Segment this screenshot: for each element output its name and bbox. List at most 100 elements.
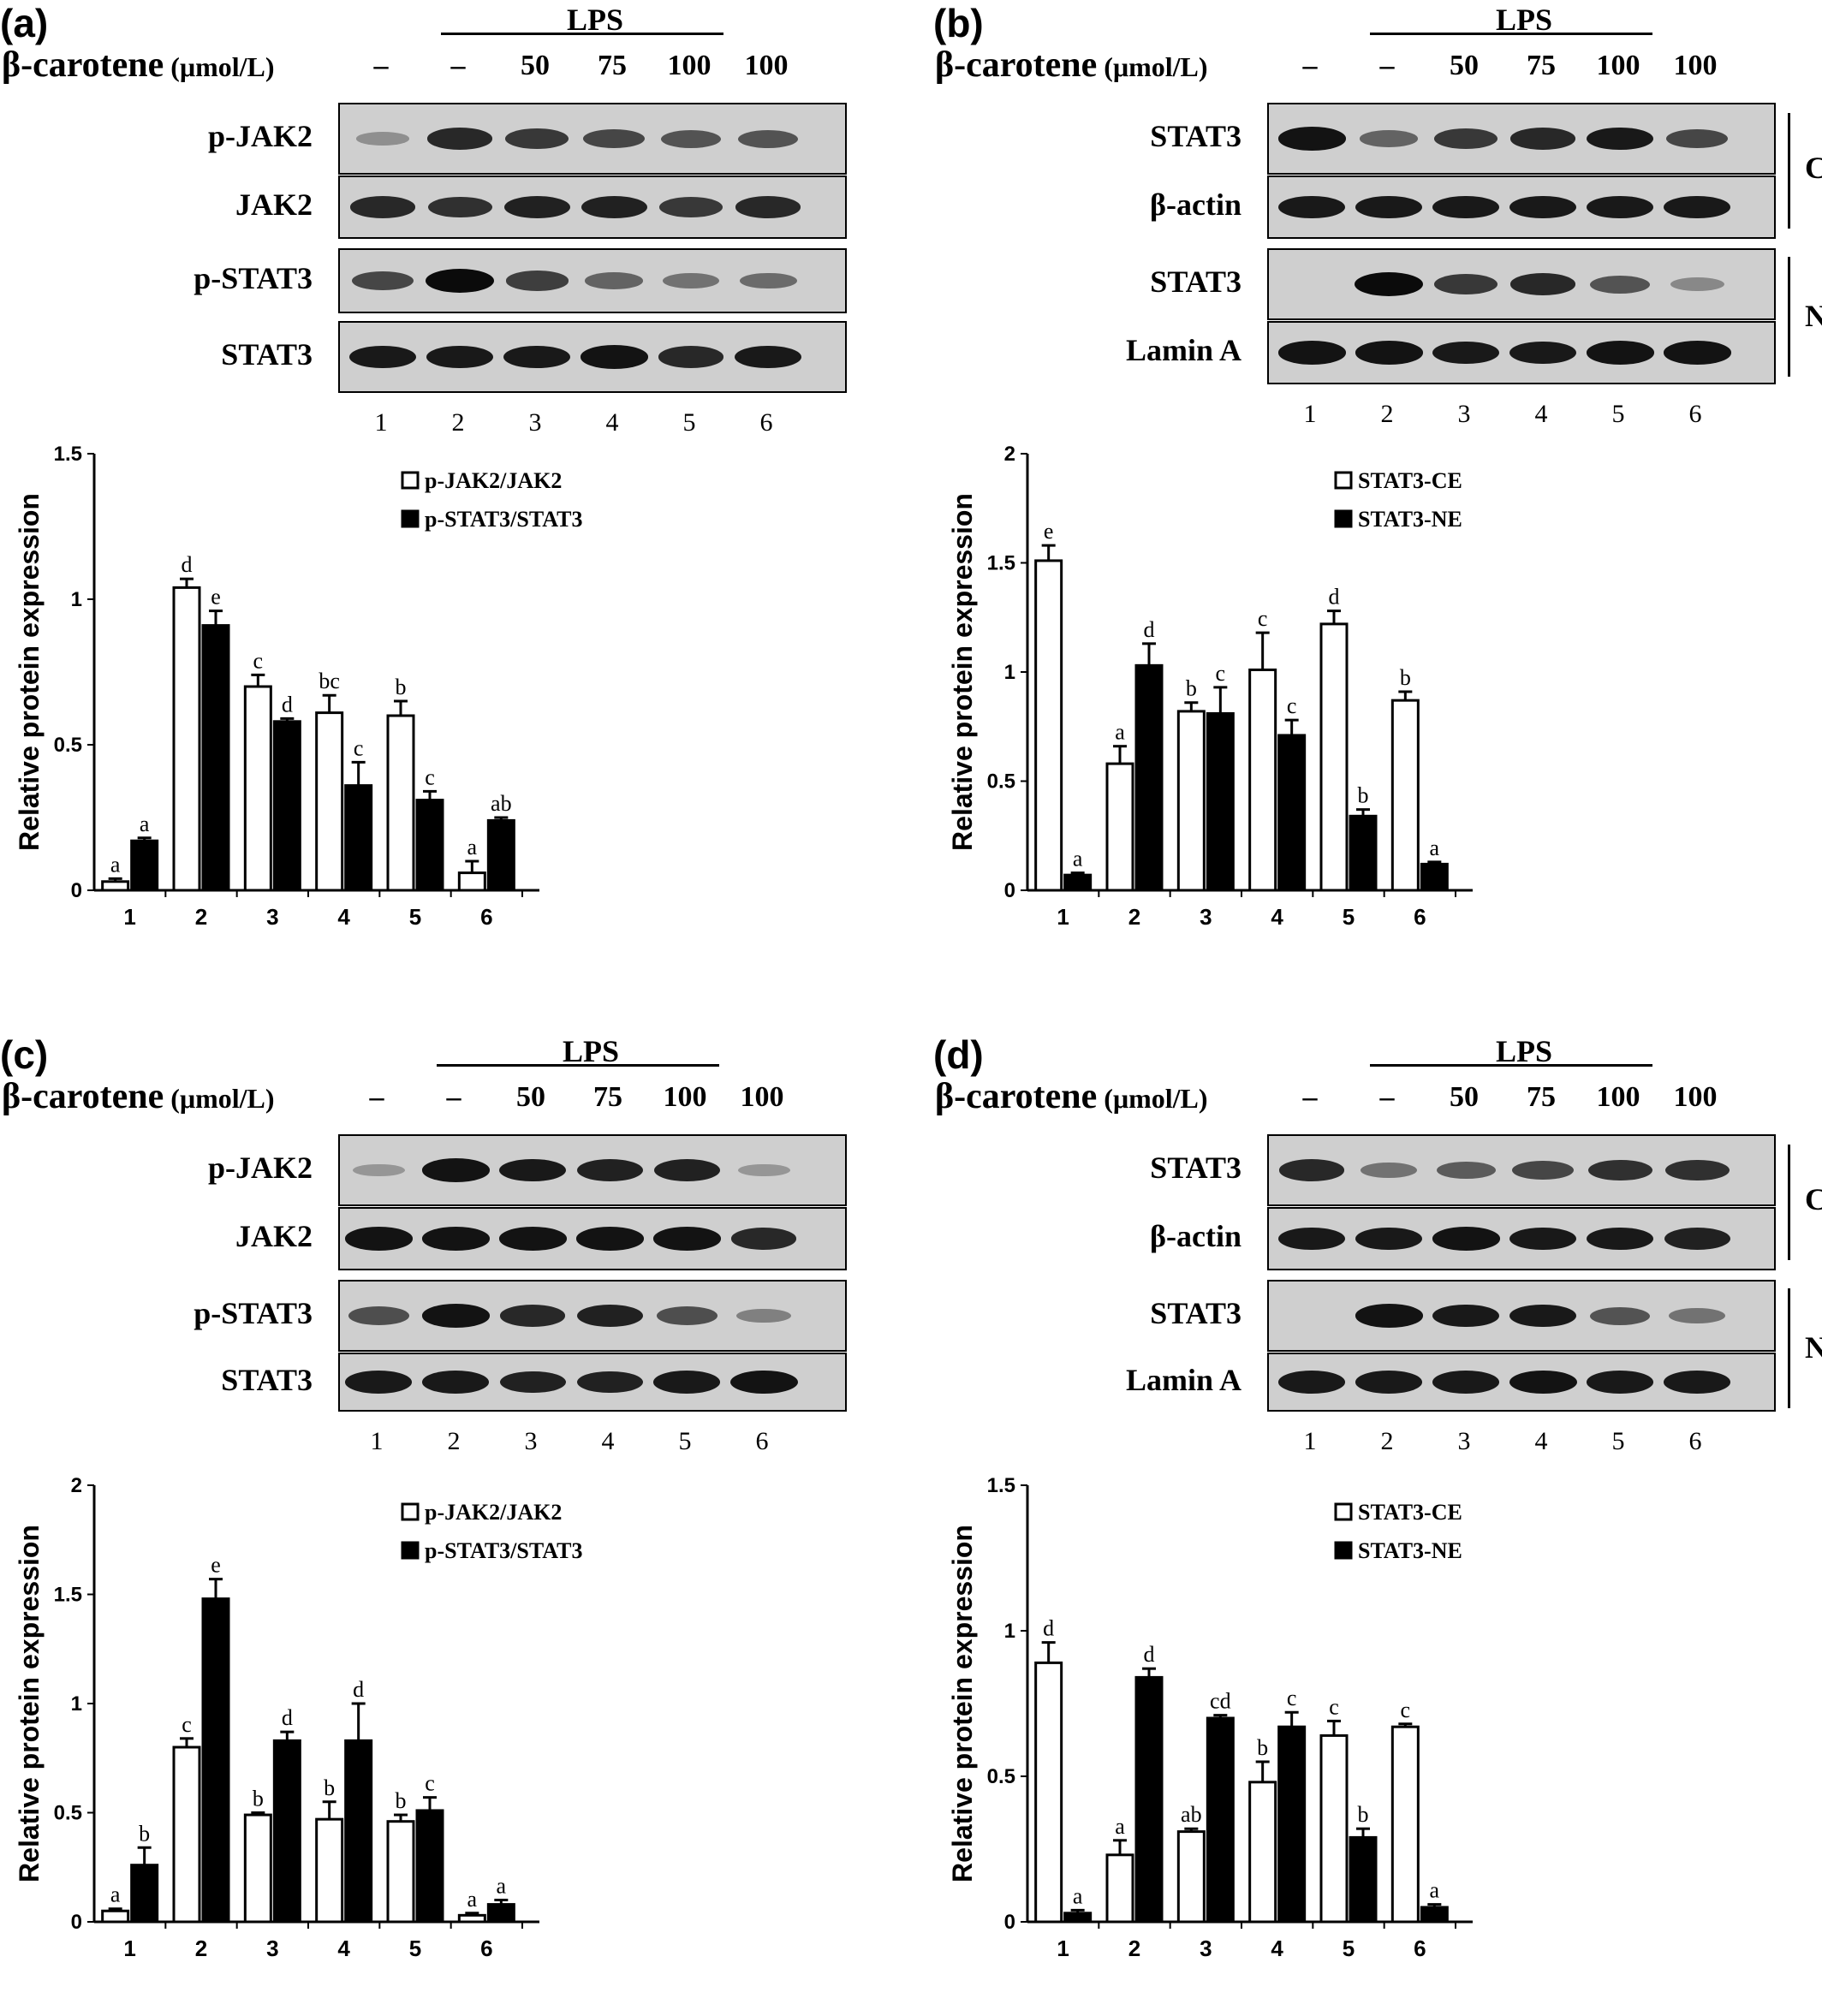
lane-number: 5 [678, 1427, 692, 1455]
legend-swatch [1334, 471, 1353, 490]
blot-band [1279, 1159, 1344, 1181]
bar [386, 1820, 415, 1924]
treatment-name: β-carotene [2, 1077, 164, 1116]
blot-band [575, 1227, 644, 1251]
blot-label: JAK2 [235, 187, 313, 222]
legend-swatch [1334, 1502, 1353, 1521]
panel-letter: (c) [0, 1032, 49, 1077]
lane-number: 1 [374, 408, 388, 437]
blot-band [421, 1158, 490, 1182]
blot-membrane [1267, 1353, 1776, 1412]
x-tick-label: 5 [409, 1936, 421, 1961]
blot-band [427, 196, 492, 218]
bar [1034, 1661, 1063, 1924]
blot-band [352, 1163, 405, 1177]
significance-letter: a [1115, 720, 1125, 745]
bracket-label: NE [1805, 299, 1822, 333]
bar [272, 1739, 301, 1924]
blot-band [659, 197, 723, 217]
blot-membrane [1267, 103, 1776, 175]
blot-band [1432, 195, 1499, 219]
blot-band [1360, 130, 1418, 147]
blot-label: STAT3 [1150, 119, 1241, 153]
blot-band [1587, 1371, 1653, 1394]
dose-label: – [1302, 1081, 1318, 1113]
blot-label: p-JAK2 [207, 1151, 313, 1185]
x-tick-label: 1 [123, 1936, 135, 1961]
lane-number: 4 [1534, 1427, 1548, 1455]
blot-band [503, 196, 570, 218]
blot-membrane [1267, 1280, 1776, 1352]
dose-label: – [1302, 50, 1318, 81]
blot-label: JAK2 [235, 1219, 313, 1253]
x-tick-label: 1 [1057, 904, 1069, 930]
bracket-label: CE [1805, 1182, 1822, 1216]
blot-band [422, 1371, 489, 1394]
blot-band [1355, 272, 1423, 296]
lps-label: LPS [562, 1034, 620, 1068]
lane-number: 5 [1611, 1427, 1625, 1455]
lane-number: 4 [601, 1427, 615, 1455]
blot-band [1355, 341, 1423, 365]
significance-letter: c [425, 764, 435, 789]
significance-letter: a [497, 1874, 507, 1899]
blot-band [1586, 341, 1654, 365]
blot-membrane [338, 103, 847, 175]
blot-band [1664, 1228, 1730, 1250]
legend-label: STAT3-CE [1358, 1500, 1462, 1525]
bar [457, 1913, 486, 1924]
blot-band [1664, 1371, 1730, 1394]
lane-number: 2 [447, 1427, 461, 1455]
y-tick-label: 1 [1004, 1620, 1015, 1643]
significance-letter: d [1043, 1616, 1054, 1641]
y-tick-label: 0.5 [987, 1765, 1015, 1788]
x-tick-label: 6 [1414, 904, 1426, 930]
lps-line [1370, 33, 1652, 35]
blot-membrane [338, 1280, 847, 1352]
bar [415, 1809, 444, 1924]
legend-swatch [401, 471, 420, 490]
x-tick-label: 2 [1128, 1936, 1140, 1961]
lane-number: 1 [1303, 400, 1317, 428]
legend-label: p-STAT3/STAT3 [425, 507, 582, 532]
lps-line [441, 33, 723, 35]
treatment-unit: (μmol/L) [1097, 1083, 1208, 1114]
y-tick-label: 1.5 [54, 1584, 82, 1607]
blot-membrane [338, 175, 847, 239]
significance-letter: d [182, 552, 193, 577]
blot-band [1509, 1370, 1577, 1395]
lane-number: 3 [528, 408, 542, 437]
bar [243, 1813, 272, 1924]
blot-label: Lamin A [1125, 333, 1241, 367]
significance-letter: c [354, 735, 364, 760]
blot-label: p-STAT3 [194, 261, 313, 295]
lane-number: 4 [605, 408, 619, 437]
lane-number: 4 [1534, 400, 1548, 428]
bar [344, 1739, 373, 1924]
blot-label: Lamin A [1125, 1362, 1241, 1397]
x-tick-label: 6 [480, 904, 492, 930]
bar-chart: 0 0.5 1 1.5 2 Relative protein expression 1 a b 2… [14, 1474, 582, 1961]
bar [486, 1903, 515, 1924]
blot-band [576, 1371, 643, 1394]
bar [457, 871, 486, 892]
blot-band [1663, 341, 1731, 365]
significance-letter: a [467, 835, 478, 859]
bracket-label: CE [1805, 151, 1822, 185]
lane-number: 1 [370, 1427, 384, 1455]
x-tick-label: 2 [195, 1936, 207, 1961]
treatment-label: β-carotene (μmol/L) [2, 45, 275, 86]
dose-label: 75 [1527, 1081, 1556, 1113]
treatment-label: β-carotene (μmol/L) [2, 1076, 275, 1117]
dose-label: 100 [1596, 1081, 1640, 1113]
treatment-label: β-carotene (μmol/L) [935, 1076, 1208, 1117]
significance-letter: a [110, 852, 121, 877]
dose-label: 75 [1527, 50, 1556, 81]
blot-band [1277, 127, 1346, 151]
significance-letter: b [1186, 676, 1197, 701]
bar-chart: 0 0.5 1 1.5 2 Relative protein expression 1 e a 2… [947, 443, 1473, 930]
blot-band [1434, 274, 1497, 294]
lane-number: 3 [1457, 400, 1471, 428]
lane-number: 6 [1688, 400, 1702, 428]
lane-number: 6 [1688, 1427, 1702, 1455]
